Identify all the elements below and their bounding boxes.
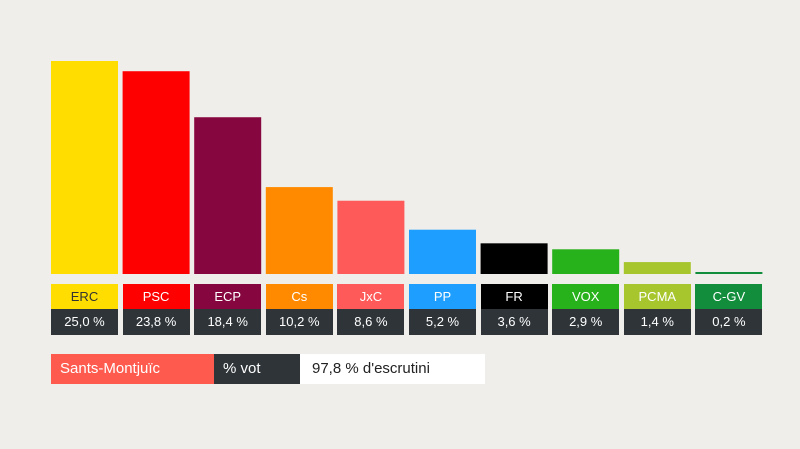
category-label: PCMA [623, 284, 691, 309]
category-label: FR [480, 284, 548, 309]
bar-erc [51, 61, 118, 274]
value-label: 10,2 % [265, 309, 333, 335]
district-label: Sants-Montjuïc [51, 354, 214, 384]
metric-label: % vot [214, 354, 300, 384]
value-label: 0,2 % [695, 309, 763, 335]
category-label: Cs [265, 284, 333, 309]
bar-cs [265, 187, 333, 274]
bar-ecp [194, 117, 262, 275]
value-label: 5,2 % [409, 309, 476, 335]
bar-fr [480, 243, 548, 274]
value-label: 23,8 % [122, 309, 190, 335]
category-label: ECP [194, 284, 262, 309]
value-label: 3,6 % [480, 309, 548, 335]
bar-jxc [337, 200, 405, 274]
category-label: ERC [51, 284, 118, 309]
bar-pcma [623, 262, 691, 274]
value-label: 25,0 % [51, 309, 118, 335]
category-label: JxC [337, 284, 405, 309]
category-label: PP [409, 284, 476, 309]
category-label: VOX [552, 284, 620, 309]
bar-vox [552, 249, 620, 274]
escrutini-label: 97,8 % d'escrutini [300, 354, 485, 384]
value-label: 8,6 % [337, 309, 405, 335]
value-label: 18,4 % [194, 309, 262, 335]
legend-bar: Sants-Montjuïc % vot 97,8 % d'escrutini [51, 354, 485, 384]
value-label: 2,9 % [552, 309, 620, 335]
bar-psc [122, 71, 190, 274]
category-label: PSC [122, 284, 190, 309]
category-label: C-GV [695, 284, 763, 309]
bar-c-gv [695, 272, 763, 274]
value-label: 1,4 % [623, 309, 691, 335]
bar-pp [409, 229, 476, 274]
